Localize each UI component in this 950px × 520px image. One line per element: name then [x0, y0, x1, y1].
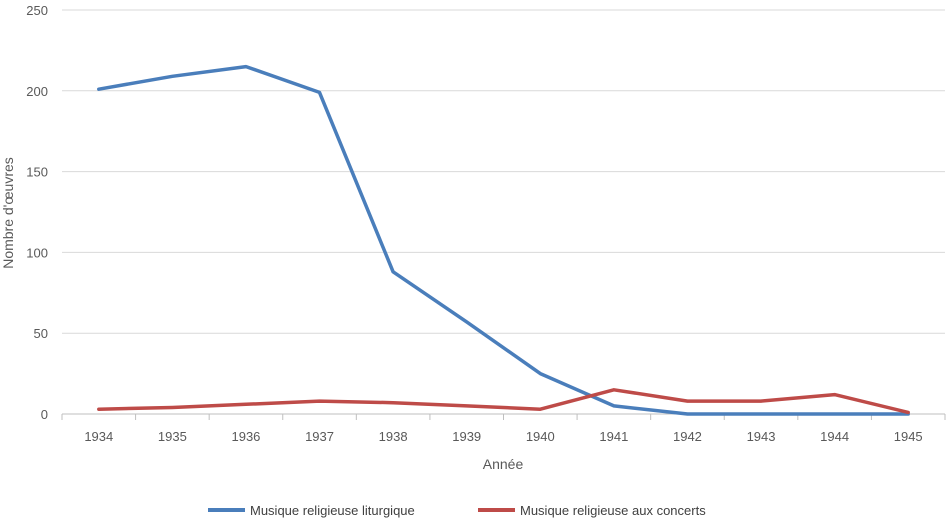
gridlines [62, 9, 945, 415]
y-tick-label: 50 [34, 326, 48, 341]
legend: Musique religieuse liturgique Musique rel… [208, 503, 706, 518]
x-axis-title: Année [483, 456, 524, 472]
series-line-1 [97, 64, 910, 416]
x-tick-label: 1936 [231, 429, 260, 444]
y-tick-label: 200 [26, 84, 48, 99]
legend-label: Musique religieuse aux concerts [520, 503, 706, 518]
x-tick-label: 1945 [894, 429, 923, 444]
y-tick-label: 0 [41, 407, 48, 422]
x-tick-label: 1942 [673, 429, 702, 444]
y-axis-title: Nombre d'œuvres [0, 157, 16, 269]
legend-label: Musique religieuse liturgique [250, 503, 415, 518]
y-tick-label: 250 [26, 3, 48, 18]
y-axis-ticks: 0 50 100 150 200 250 [26, 3, 48, 422]
x-tick-label: 1940 [526, 429, 555, 444]
x-tick-label: 1934 [84, 429, 113, 444]
x-tick-label: 1939 [452, 429, 481, 444]
x-tick-label: 1944 [820, 429, 849, 444]
x-tick-label: 1935 [158, 429, 187, 444]
x-tick-label: 1941 [599, 429, 628, 444]
x-tick-label: 1943 [747, 429, 776, 444]
series-lines [97, 64, 910, 416]
x-tick-label: 1938 [379, 429, 408, 444]
series-line-2 [97, 388, 910, 415]
y-tick-label: 100 [26, 245, 48, 260]
y-tick-label: 150 [26, 165, 48, 180]
x-tick-label: 1937 [305, 429, 334, 444]
x-axis-ticks: 1934 1935 1936 1937 1938 1939 1940 1941 1942 1943… [61, 414, 946, 444]
